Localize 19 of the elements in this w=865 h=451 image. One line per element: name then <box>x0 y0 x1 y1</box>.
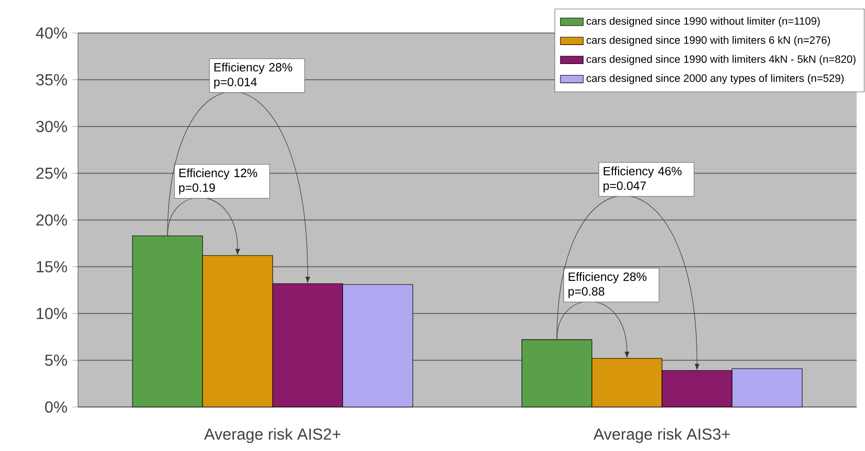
y-tick-label: 15% <box>36 261 68 272</box>
x-tick-label: Average risk AIS3+ <box>593 428 730 443</box>
y-tick-label: 35% <box>36 74 68 86</box>
y-tick-label: 10% <box>36 308 68 320</box>
legend-label: cars designed since 1990 with limiters 6 kN (n=276) <box>586 36 830 46</box>
legend-label: cars designed since 1990 without limiter (n=1109) <box>586 16 820 27</box>
annotation: Efficiency 46% p=0.047 <box>604 166 682 192</box>
y-tick-label: 30% <box>36 120 68 132</box>
annotation: Efficiency 28% p=0.014 <box>214 62 292 89</box>
legend-label: cars designed since 1990 with limiters 4kN - 5kN (n=820) <box>586 55 856 66</box>
annotation: Efficiency 28% p=0.88 <box>568 272 646 298</box>
y-tick-label: 20% <box>36 214 68 226</box>
y-tick-label: 5% <box>45 354 68 366</box>
y-tick-label: 25% <box>36 168 68 179</box>
x-tick-label: Average risk AIS2+ <box>204 428 340 443</box>
y-tick-label: 0% <box>45 401 68 413</box>
annotation: Efficiency 12% p=0.19 <box>179 168 258 194</box>
y-tick-label: 40% <box>36 27 68 39</box>
legend-label: cars designed since 2000 any types of limiters (n=529) <box>586 74 844 84</box>
